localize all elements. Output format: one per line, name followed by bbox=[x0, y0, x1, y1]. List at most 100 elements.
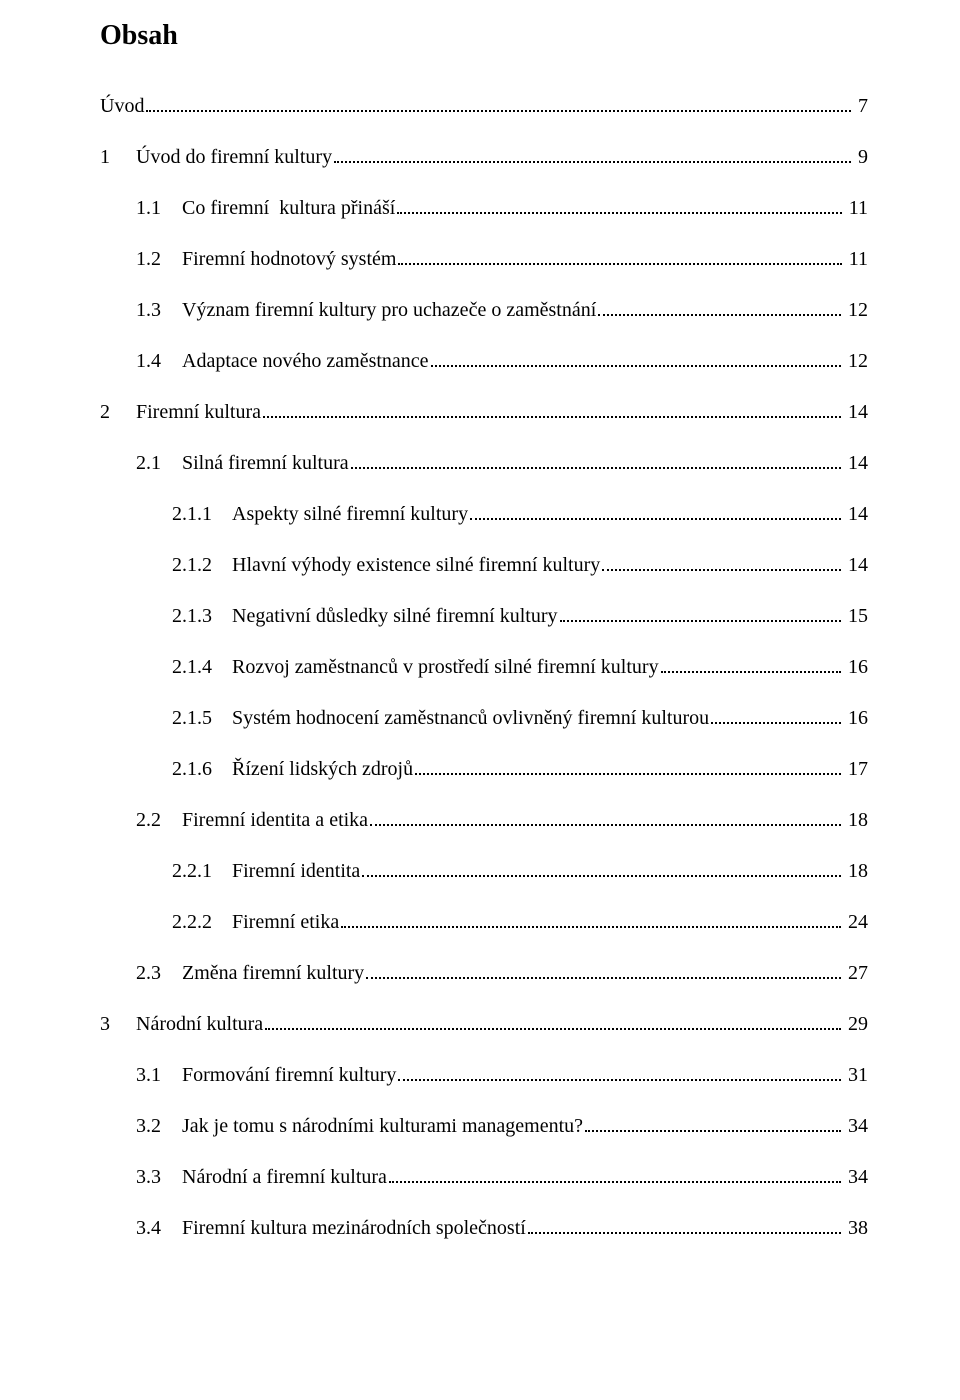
toc-page-number: 24 bbox=[843, 910, 868, 934]
toc-number: 2.1.2 bbox=[172, 553, 232, 577]
toc-number: 2.1.3 bbox=[172, 604, 232, 628]
toc-entry: 1Úvod do firemní kultury 9 bbox=[100, 143, 868, 169]
toc-number: 2.2.2 bbox=[172, 910, 232, 934]
toc-entry: 3.2Jak je tomu s národními kulturami man… bbox=[100, 1112, 868, 1138]
toc-page-number: 14 bbox=[843, 502, 868, 526]
toc-leader-dots bbox=[362, 857, 841, 877]
toc-entry: 2.2.1Firemní identita 18 bbox=[100, 857, 868, 883]
toc-label: Aspekty silné firemní kultury bbox=[232, 502, 468, 526]
toc-page-number: 17 bbox=[843, 757, 868, 781]
toc-entry: 2.3Změna firemní kultury 27 bbox=[100, 959, 868, 985]
toc-label: Formování firemní kultury bbox=[182, 1063, 396, 1087]
toc-page-number: 29 bbox=[843, 1012, 868, 1036]
toc-entry: 2.1Silná firemní kultura 14 bbox=[100, 449, 868, 475]
toc-label: Hlavní výhody existence silné firemní ku… bbox=[232, 553, 600, 577]
toc-leader-dots bbox=[397, 194, 841, 214]
toc-leader-dots bbox=[560, 602, 842, 622]
toc-number: 3.1 bbox=[136, 1063, 182, 1087]
toc-label: Silná firemní kultura bbox=[182, 451, 349, 475]
toc-number: 2.1.5 bbox=[172, 706, 232, 730]
toc-label: Adaptace nového zaměstnance bbox=[182, 349, 429, 373]
toc-page-number: 11 bbox=[844, 196, 868, 220]
toc-page-number: 14 bbox=[843, 400, 868, 424]
toc-label: Co firemní kultura přináší bbox=[182, 196, 395, 220]
toc-number: 1.1 bbox=[136, 196, 182, 220]
toc-leader-dots bbox=[661, 653, 841, 673]
toc-label: Význam firemní kultury pro uchazeče o za… bbox=[182, 298, 596, 322]
toc-page-number: 38 bbox=[843, 1216, 868, 1240]
table-of-contents: Úvod 7 1Úvod do firemní kultury 9 1.1Co fi… bbox=[100, 92, 868, 1240]
toc-page-number: 12 bbox=[843, 349, 868, 373]
toc-page-number: 15 bbox=[843, 604, 868, 628]
toc-label: Změna firemní kultury bbox=[182, 961, 364, 985]
toc-number: 2 bbox=[100, 400, 136, 424]
toc-number: 1.2 bbox=[136, 247, 182, 271]
toc-leader-dots bbox=[334, 143, 851, 163]
toc-number: 1.4 bbox=[136, 349, 182, 373]
toc-leader-dots bbox=[265, 1010, 841, 1030]
toc-leader-dots bbox=[146, 92, 851, 112]
toc-entry: 2.1.6Řízení lidských zdrojů 17 bbox=[100, 755, 868, 781]
toc-page-number: 18 bbox=[843, 808, 868, 832]
page-title: Obsah bbox=[100, 20, 868, 52]
toc-leader-dots bbox=[398, 245, 841, 265]
toc-entry: 2.1.4Rozvoj zaměstnanců v prostředí siln… bbox=[100, 653, 868, 679]
toc-leader-dots bbox=[366, 959, 841, 979]
toc-label: Úvod bbox=[100, 94, 144, 118]
toc-number: 3.2 bbox=[136, 1114, 182, 1138]
toc-number: 2.1 bbox=[136, 451, 182, 475]
toc-page-number: 31 bbox=[843, 1063, 868, 1087]
toc-entry: 3.1Formování firemní kultury 31 bbox=[100, 1061, 868, 1087]
toc-label: Firemní identita a etika bbox=[182, 808, 368, 832]
toc-number: 2.3 bbox=[136, 961, 182, 985]
toc-label: Jak je tomu s národními kulturami manage… bbox=[182, 1114, 583, 1138]
toc-label: Národní a firemní kultura bbox=[182, 1165, 387, 1189]
toc-entry: 2.1.1Aspekty silné firemní kultury 14 bbox=[100, 500, 868, 526]
toc-page-number: 16 bbox=[843, 655, 868, 679]
toc-entry: 2.1.3Negativní důsledky silné firemní ku… bbox=[100, 602, 868, 628]
toc-page-number: 11 bbox=[844, 247, 868, 271]
toc-label: Firemní identita bbox=[232, 859, 360, 883]
toc-leader-dots bbox=[398, 1061, 841, 1081]
toc-entry: 1.3Význam firemní kultury pro uchazeče o… bbox=[100, 296, 868, 322]
toc-entry: Úvod 7 bbox=[100, 92, 868, 118]
toc-label: Firemní kultura mezinárodních společnost… bbox=[182, 1216, 526, 1240]
toc-number: 2.1.6 bbox=[172, 757, 232, 781]
toc-number: 2.2.1 bbox=[172, 859, 232, 883]
toc-number: 2.1.4 bbox=[172, 655, 232, 679]
toc-label: Negativní důsledky silné firemní kultury bbox=[232, 604, 558, 628]
toc-label: Systém hodnocení zaměstnanců ovlivněný f… bbox=[232, 706, 709, 730]
toc-entry: 2.1.5Systém hodnocení zaměstnanců ovlivn… bbox=[100, 704, 868, 730]
toc-leader-dots bbox=[598, 296, 841, 316]
toc-leader-dots bbox=[528, 1214, 841, 1234]
toc-page-number: 12 bbox=[843, 298, 868, 322]
toc-leader-dots bbox=[263, 398, 841, 418]
toc-page-number: 34 bbox=[843, 1114, 868, 1138]
toc-number: 1 bbox=[100, 145, 136, 169]
toc-entry: 3.4Firemní kultura mezinárodních společn… bbox=[100, 1214, 868, 1240]
toc-leader-dots bbox=[415, 755, 841, 775]
toc-label: Řízení lidských zdrojů bbox=[232, 757, 413, 781]
toc-entry: 2.2.2Firemní etika 24 bbox=[100, 908, 868, 934]
toc-entry: 1.2Firemní hodnotový systém 11 bbox=[100, 245, 868, 271]
toc-leader-dots bbox=[431, 347, 841, 367]
toc-page-number: 9 bbox=[853, 145, 868, 169]
toc-page-number: 14 bbox=[843, 451, 868, 475]
toc-entry: 2Firemní kultura 14 bbox=[100, 398, 868, 424]
toc-entry: 2.2Firemní identita a etika 18 bbox=[100, 806, 868, 832]
toc-leader-dots bbox=[602, 551, 841, 571]
toc-number: 1.3 bbox=[136, 298, 182, 322]
toc-label: Úvod do firemní kultury bbox=[136, 145, 332, 169]
toc-entry: 1.4Adaptace nového zaměstnance 12 bbox=[100, 347, 868, 373]
toc-page-number: 27 bbox=[843, 961, 868, 985]
toc-leader-dots bbox=[389, 1163, 841, 1183]
toc-page-number: 7 bbox=[853, 94, 868, 118]
toc-number: 2.2 bbox=[136, 808, 182, 832]
toc-label: Rozvoj zaměstnanců v prostředí silné fir… bbox=[232, 655, 659, 679]
toc-leader-dots bbox=[351, 449, 841, 469]
toc-number: 2.1.1 bbox=[172, 502, 232, 526]
toc-page-number: 18 bbox=[843, 859, 868, 883]
toc-page-number: 16 bbox=[843, 706, 868, 730]
toc-number: 3 bbox=[100, 1012, 136, 1036]
toc-entry: 3Národní kultura 29 bbox=[100, 1010, 868, 1036]
